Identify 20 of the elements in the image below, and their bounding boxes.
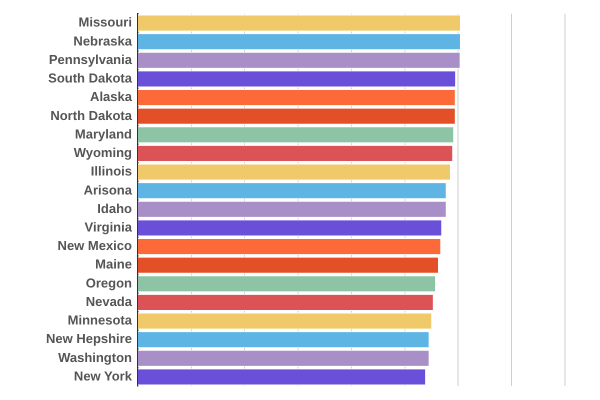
y-tick-label: Alaska [90,89,133,104]
y-tick-label: South Dakota [48,70,133,86]
y-tick-label: New Hepshire [46,331,132,346]
y-tick-label: Nevada [86,294,133,309]
y-tick-label: Nebraska [73,33,133,48]
y-tick-label: Idaho [97,200,132,216]
y-tick-label: Missouri [78,14,132,30]
y-tick-label: Maryland [74,126,132,142]
y-tick-label: Virginia [84,220,133,235]
y-tick-label: Oregon [86,275,132,290]
y-tick-label: New York [74,368,133,384]
y-tick-label: Illinois [90,164,132,179]
y-tick-label: Pennsylvania [48,52,133,67]
y-tick-label: Maine [95,256,132,272]
y-tick-label: Minnesota [68,312,133,328]
y-tick-label: Arisona [84,182,133,198]
y-tick-label: New Mexico [58,238,132,254]
y-tick-label: Wyoming [74,145,132,160]
y-tick-label: Washington [58,350,132,365]
y-tick-label: North Dakota [50,108,133,123]
